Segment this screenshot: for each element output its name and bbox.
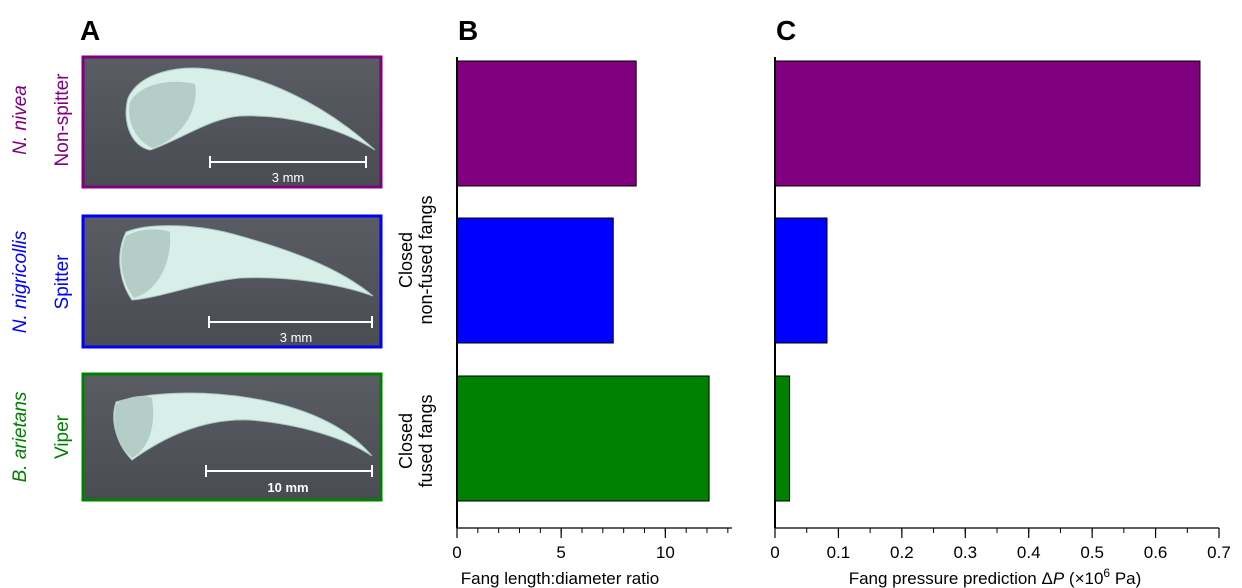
chart-c-xlabel-base: 10 xyxy=(1085,569,1104,588)
chart-b-tick-label: 10 xyxy=(656,543,675,562)
chart-c-tick-label: 0.1 xyxy=(827,543,851,562)
scale-bar-nivea xyxy=(209,156,367,168)
chart-c-bar-2 xyxy=(774,375,791,502)
scale-label-nigricollis: 3 mm xyxy=(280,330,313,345)
role-label-arietans: Viper xyxy=(52,414,73,459)
specimen-nivea: N. nivea Non-spitter 3 mm xyxy=(10,55,383,189)
chart-c-tick-label: 0 xyxy=(770,543,779,562)
panel-letter-b: B xyxy=(458,15,478,46)
chart-b-bar-1 xyxy=(456,217,614,344)
chart-c-tick-label: 0.6 xyxy=(1144,543,1168,562)
chart-b: 0 5 10 xyxy=(452,57,732,562)
chart-c-xlabel-open: ( xyxy=(1064,569,1075,588)
group-labels: Closed non-fused fangs Closed fused fang… xyxy=(396,195,436,487)
species-label-nigricollis: N. nigricollis xyxy=(10,230,31,333)
scale-label-nivea: 3 mm xyxy=(272,170,305,185)
panel-letter-a: A xyxy=(80,15,100,46)
chart-c-xlabel: Fang pressure prediction ΔP (×106 Pa) xyxy=(849,566,1142,588)
chart-c-xlabel-prefix: Fang pressure prediction Δ xyxy=(849,569,1053,588)
chart-b-bar-2 xyxy=(456,375,710,502)
fang-base-arietans xyxy=(114,396,154,458)
scale-label-arietans: 10 mm xyxy=(267,480,308,495)
specimen-nigricollis: N. nigricollis Spitter 3 mm xyxy=(10,214,383,349)
group-label-top-line2: non-fused fangs xyxy=(416,195,436,324)
chart-c-xlabel-exp: 6 xyxy=(1103,566,1110,580)
chart-c-tick-label: 0.5 xyxy=(1080,543,1104,562)
chart-c-tick-label: 0.4 xyxy=(1017,543,1041,562)
chart-c-xlabel-var: P xyxy=(1053,569,1065,588)
panel-letter-c: C xyxy=(776,15,796,46)
group-label-bottom-line2: fused fangs xyxy=(416,394,436,487)
role-label-nigricollis: Spitter xyxy=(52,254,73,310)
fang-image-arietans xyxy=(113,392,373,461)
specimen-arietans: B. arietans Viper 10 mm xyxy=(10,372,383,502)
fang-image-nigricollis xyxy=(119,225,374,301)
species-label-arietans: B. arietans xyxy=(10,391,31,482)
chart-b-tick-label: 0 xyxy=(452,543,461,562)
group-label-bottom-line1: Closed xyxy=(396,413,416,469)
chart-c-xlabel-unit: Pa) xyxy=(1110,569,1141,588)
scale-bar-arietans xyxy=(205,465,373,477)
group-label-top-line1: Closed xyxy=(396,232,416,288)
chart-b-tick-label: 5 xyxy=(556,543,565,562)
chart-c: 0 0.1 0.2 0.3 0.4 0.5 0.6 0.7 xyxy=(770,57,1231,562)
scale-bar-nigricollis xyxy=(208,316,373,328)
chart-c-tick-label: 0.2 xyxy=(890,543,914,562)
fang-base-nigricollis xyxy=(121,229,171,298)
chart-c-xlabel-times: × xyxy=(1075,569,1085,588)
chart-c-tick-label: 0.7 xyxy=(1207,543,1231,562)
fang-base-nivea xyxy=(129,81,196,148)
chart-b-bar-0 xyxy=(456,60,637,187)
chart-c-bar-1 xyxy=(774,217,828,344)
role-label-nivea: Non-spitter xyxy=(52,73,73,167)
chart-c-bar-0 xyxy=(774,60,1201,187)
panel-a: N. nivea Non-spitter 3 mm N. nigricollis… xyxy=(10,55,383,502)
chart-c-tick-label: 0.3 xyxy=(953,543,977,562)
chart-b-xlabel: Fang length:diameter ratio xyxy=(461,569,659,588)
species-label-nivea: N. nivea xyxy=(10,85,31,155)
